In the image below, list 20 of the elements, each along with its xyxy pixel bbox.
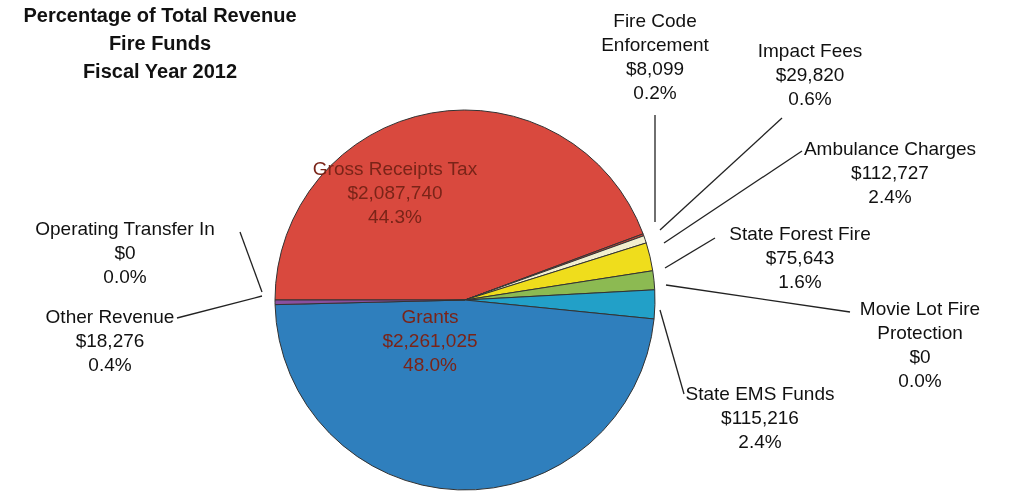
data-label: $2,261,025 48.0% [382, 330, 478, 375]
data-label: $29,820 0.6% [775, 64, 845, 109]
slice-label: Ambulance Charges [803, 138, 977, 159]
data-label: $115,216 2.4% [721, 407, 799, 452]
text: $0 0.0% [898, 346, 942, 391]
text: Percentage of Total Revenue Fire Funds Fiscal Year 2012 [23, 4, 297, 82]
slice-label: Fire Code Enforcement [601, 10, 710, 55]
slice-label: Impact Fees [757, 40, 863, 61]
slice-label: State Forest Fire [729, 223, 871, 244]
category-label: Operating Transfer In [35, 218, 215, 239]
data-label: $18,276 0.4% [75, 330, 145, 375]
data-label: $2,087,740 44.3% [347, 182, 443, 227]
slice-label: Other Revenue [45, 306, 175, 327]
text: $0 0.0% [103, 242, 147, 287]
slice-label: Grants [401, 306, 459, 327]
category-label: Movie Lot Fire Protection [859, 298, 981, 343]
data-label: $75,643 1.6% [765, 247, 835, 292]
slice-label: State EMS Funds [685, 383, 835, 404]
data-label: $112,727 2.4% [851, 162, 929, 207]
data-label: $8,099 0.2% [625, 58, 685, 103]
